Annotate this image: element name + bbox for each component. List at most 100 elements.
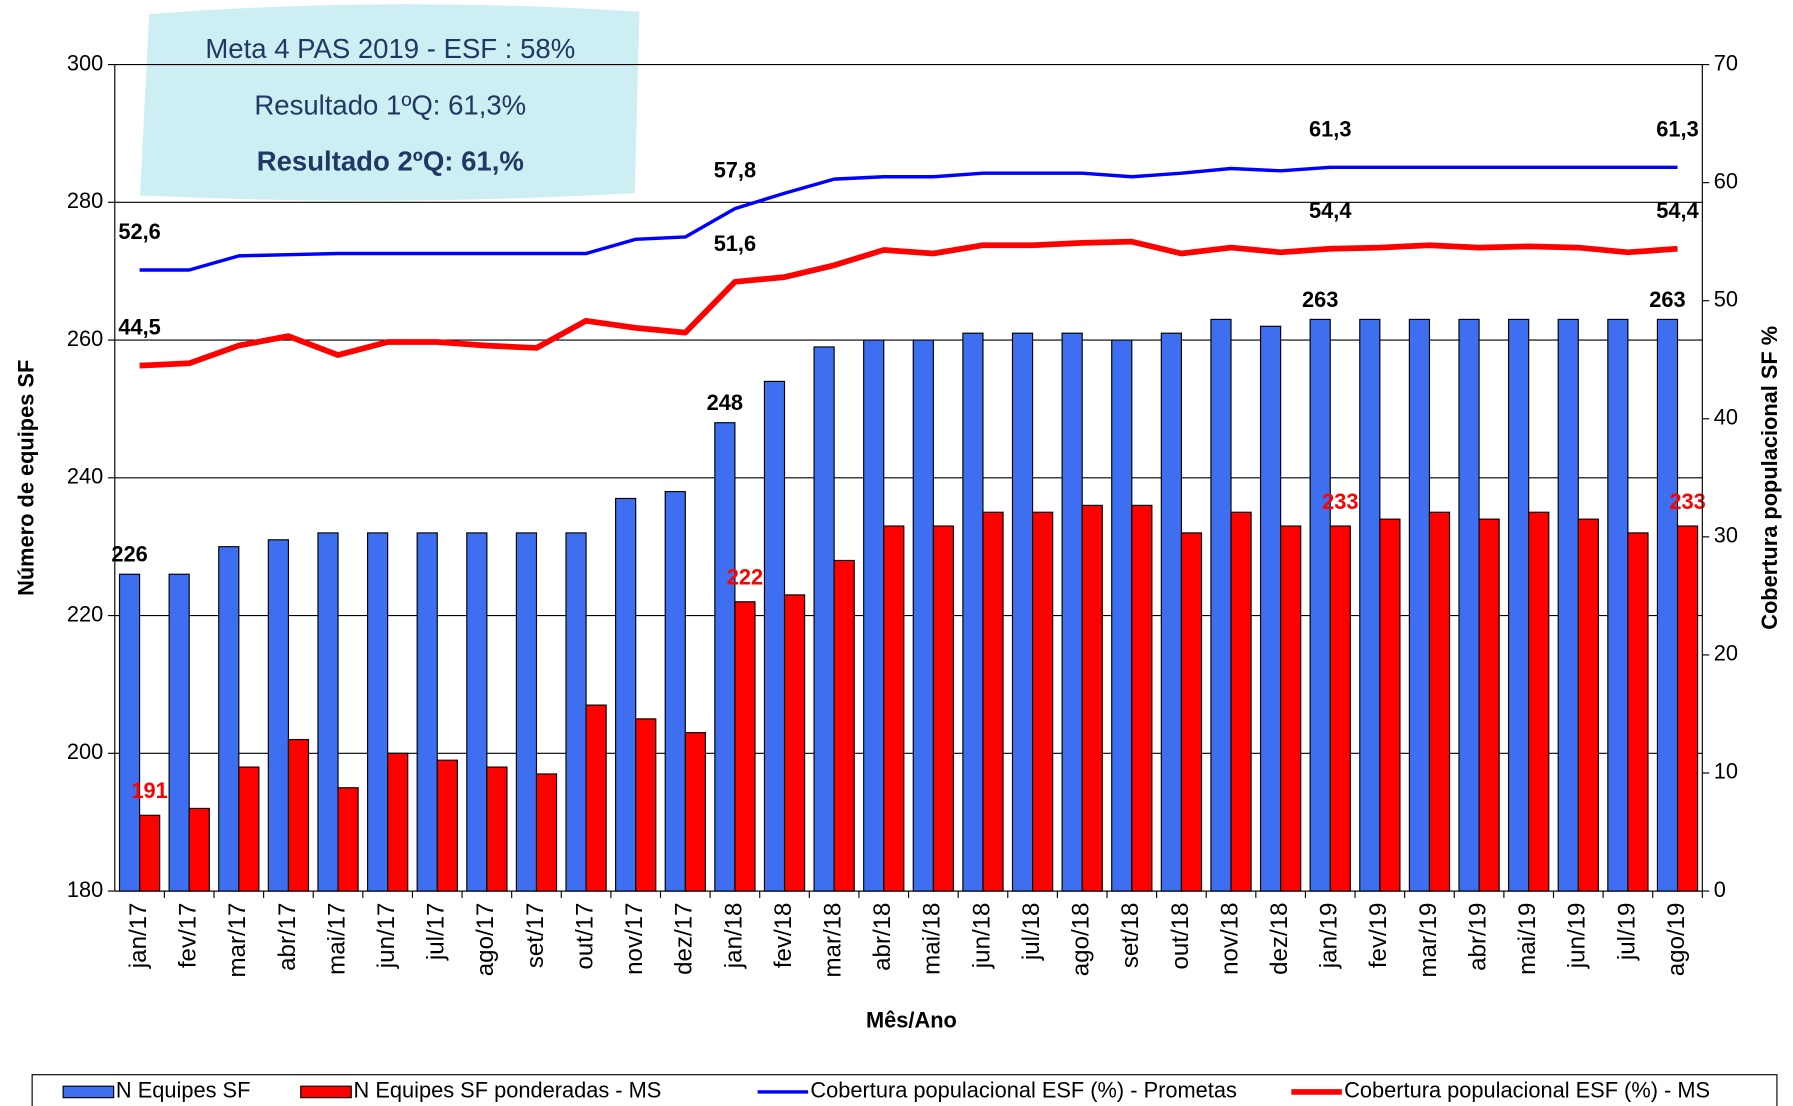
- x-tick-label: jun/18: [968, 903, 995, 970]
- x-tick-label: mar/18: [819, 903, 846, 978]
- bar: [1577, 518, 1599, 892]
- bar: [1081, 504, 1103, 892]
- bar: [585, 704, 607, 892]
- data-label: 233: [1322, 489, 1358, 514]
- legend-swatch: [62, 1085, 115, 1099]
- line: [139, 165, 1678, 272]
- data-label: 248: [707, 390, 743, 415]
- x-tick-label: jun/19: [1564, 903, 1591, 970]
- bar: [635, 718, 657, 892]
- bar: [1359, 318, 1381, 892]
- x-tick-label: fev/19: [1365, 903, 1392, 969]
- legend-box: [31, 1074, 1778, 1106]
- y2-tick-label: 40: [1714, 405, 1738, 430]
- bar: [1557, 318, 1579, 892]
- data-label: 263: [1649, 287, 1685, 312]
- x-tick-label: jan/17: [125, 903, 152, 970]
- bar: [734, 601, 756, 892]
- bar: [1032, 511, 1054, 892]
- y-tick-label: 200: [67, 739, 103, 764]
- x-tick-label: ago/18: [1068, 903, 1095, 977]
- y-tick-label: 220: [67, 601, 103, 626]
- data-label: 44,5: [118, 315, 160, 340]
- bar: [962, 332, 984, 892]
- x-tick-label: mar/19: [1415, 903, 1442, 978]
- bar: [565, 532, 587, 892]
- x-tick-label: out/17: [571, 903, 598, 970]
- bar: [1508, 318, 1530, 892]
- x-tick-label: abr/17: [274, 903, 301, 971]
- bar: [863, 339, 885, 892]
- data-label: 191: [131, 778, 167, 803]
- x-tick-label: jun/17: [373, 903, 400, 970]
- y2-tick-label: 50: [1714, 286, 1738, 311]
- legend-swatch: [300, 1085, 352, 1099]
- x-tick-label: jul/18: [1018, 903, 1045, 962]
- bar: [1379, 518, 1401, 892]
- bar: [317, 532, 339, 892]
- legend-label: Cobertura populacional ESF (%) - MS: [1344, 1078, 1710, 1103]
- x-tick-label: mai/17: [323, 903, 350, 975]
- data-label: 233: [1669, 489, 1705, 514]
- bar: [1011, 332, 1034, 892]
- line: [139, 238, 1678, 369]
- x-tick-label: set/17: [522, 903, 549, 969]
- x-tick-label: ago/19: [1663, 903, 1690, 977]
- bar: [337, 787, 359, 892]
- y-tick-label: 240: [67, 464, 103, 489]
- bar: [535, 773, 558, 892]
- x-tick-label: jul/19: [1613, 903, 1640, 962]
- bar: [615, 497, 637, 892]
- bar: [1230, 511, 1252, 892]
- bar: [1309, 318, 1331, 892]
- data-label: 52,6: [118, 219, 160, 244]
- y-axis-title: Número de equipes SF: [13, 360, 38, 596]
- bar: [1061, 332, 1083, 892]
- x-tick-label: mai/19: [1514, 903, 1541, 975]
- bar: [1607, 318, 1629, 892]
- x-tick-label: jul/17: [423, 903, 450, 962]
- bar: [1210, 318, 1232, 892]
- data-label: 222: [727, 565, 763, 590]
- bar: [1131, 504, 1153, 892]
- y2-tick-label: 0: [1714, 877, 1726, 902]
- bar: [813, 346, 835, 892]
- bar: [1656, 318, 1679, 892]
- bar: [287, 738, 310, 892]
- bar: [486, 766, 508, 892]
- data-label: 61,3: [1656, 116, 1698, 141]
- y2-tick-label: 60: [1714, 168, 1738, 193]
- bar: [664, 491, 686, 892]
- legend-label: N Equipes SF ponderadas - MS: [354, 1078, 662, 1103]
- bar: [783, 594, 806, 892]
- legend-label: N Equipes SF: [116, 1078, 250, 1103]
- bar: [1280, 525, 1302, 892]
- bar: [387, 752, 409, 892]
- bar: [267, 539, 289, 892]
- bar: [515, 532, 538, 892]
- x-tick-label: nov/17: [621, 903, 648, 975]
- bar: [1627, 532, 1649, 892]
- bar: [1478, 518, 1500, 892]
- bar: [1676, 525, 1699, 892]
- annotation-box: [140, 4, 640, 201]
- bar: [366, 532, 389, 892]
- y-tick-label: 280: [67, 188, 103, 213]
- data-label: 61,3: [1309, 116, 1351, 141]
- bar: [1428, 511, 1451, 892]
- data-label: 54,4: [1656, 198, 1698, 223]
- bar: [1408, 318, 1431, 892]
- bar: [982, 511, 1004, 892]
- data-label: 226: [111, 542, 147, 567]
- data-label: 57,8: [714, 158, 756, 183]
- annotation: Resultado 1ºQ: 61,3%: [254, 89, 526, 120]
- bar: [466, 532, 488, 892]
- data-label: 51,6: [714, 231, 756, 256]
- y-tick-label: 260: [67, 326, 103, 351]
- bar: [932, 525, 955, 892]
- bar: [714, 422, 736, 892]
- annotation: Resultado 2ºQ: 61,%: [257, 146, 524, 177]
- bar: [1458, 318, 1480, 892]
- y2-tick-label: 20: [1714, 641, 1738, 666]
- bar: [1259, 325, 1282, 892]
